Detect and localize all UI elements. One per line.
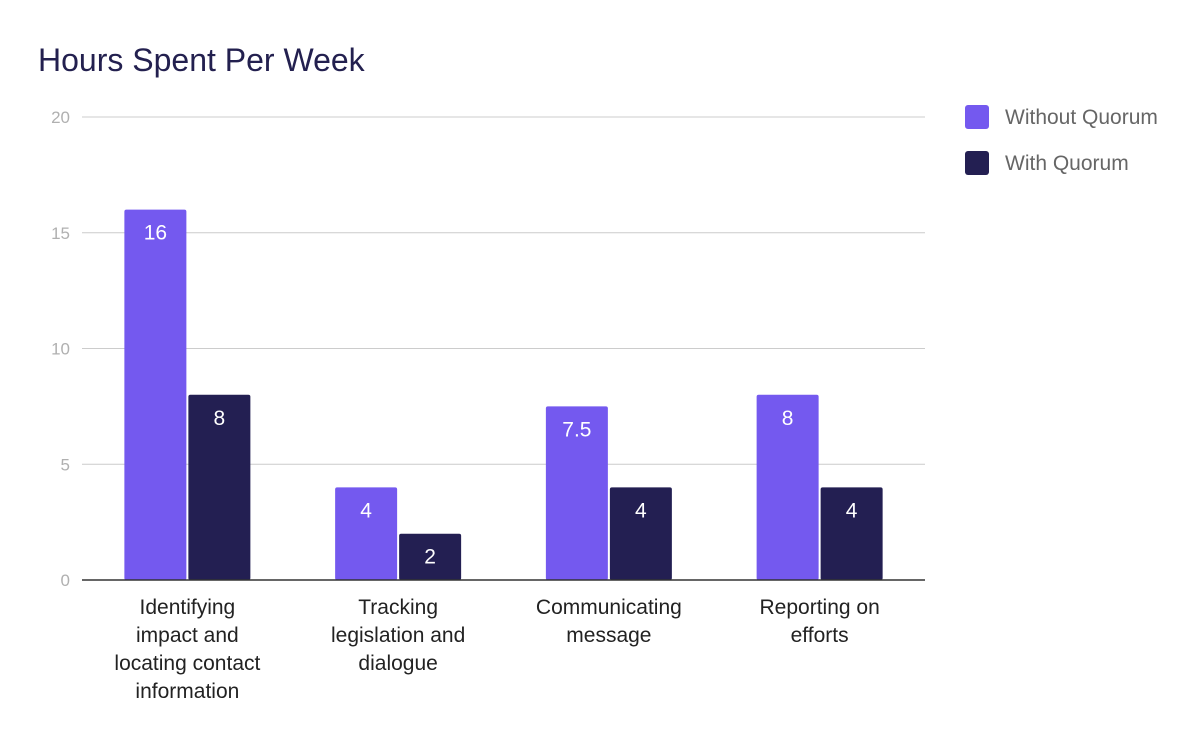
y-tick-label: 10 [51, 340, 70, 359]
legend-label: With Quorum [1005, 152, 1129, 175]
x-tick-label: information [135, 680, 239, 703]
x-tick-label: dialogue [358, 652, 437, 675]
bar-without-quorum [124, 209, 187, 580]
legend-swatch [965, 105, 989, 129]
x-tick-label: Reporting on [760, 596, 880, 619]
x-tick-label: efforts [791, 624, 849, 647]
data-label: 8 [214, 407, 226, 430]
y-tick-label: 15 [51, 224, 70, 243]
data-label: 4 [846, 499, 858, 522]
bar-with-quorum [188, 394, 251, 580]
bar-with-quorum [399, 533, 462, 580]
y-tick-label: 5 [61, 455, 70, 474]
chart-title: Hours Spent Per Week [38, 42, 366, 78]
x-tick-label: message [566, 624, 651, 647]
x-tick-label: locating contact [114, 652, 260, 675]
legend-label: Without Quorum [1005, 106, 1158, 129]
y-tick-label: 0 [61, 571, 70, 590]
data-label: 2 [424, 546, 436, 569]
data-label: 7.5 [562, 418, 591, 441]
bar-with-quorum [609, 487, 672, 580]
x-tick-label: Identifying [140, 596, 236, 619]
bar-without-quorum [545, 406, 608, 580]
x-tick-label: impact and [136, 624, 239, 647]
bar-without-quorum [756, 394, 819, 580]
data-label: 4 [635, 499, 647, 522]
x-tick-label: legislation and [331, 624, 465, 647]
data-label: 4 [360, 499, 372, 522]
data-label: 16 [144, 222, 167, 245]
bar-without-quorum [335, 487, 398, 580]
data-label: 8 [782, 407, 794, 430]
legend-swatch [965, 151, 989, 175]
bar-with-quorum [820, 487, 883, 580]
x-tick-label: Communicating [536, 596, 682, 619]
x-tick-label: Tracking [358, 596, 438, 619]
y-tick-label: 20 [51, 108, 70, 127]
